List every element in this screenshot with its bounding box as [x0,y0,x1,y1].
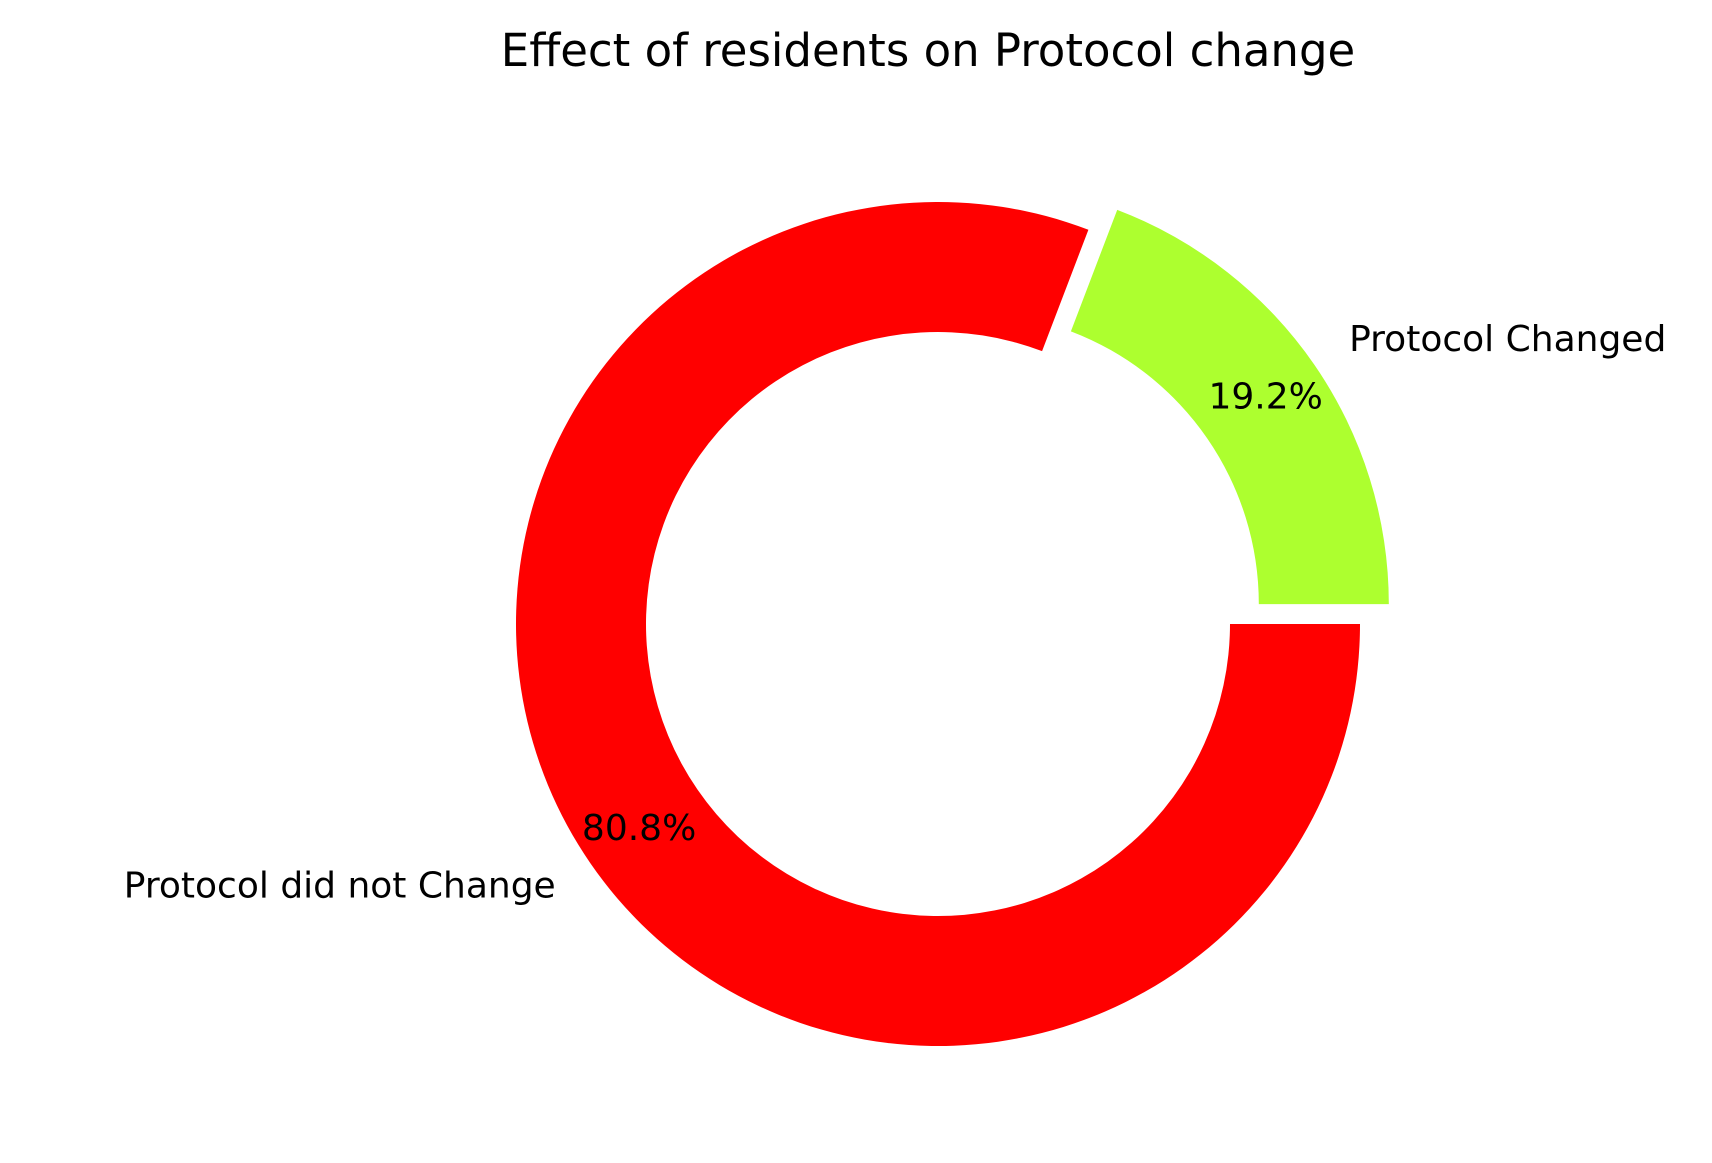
slice-percent-2: 80.8% [582,808,696,849]
donut-slices [516,202,1389,1047]
slice-labels: Protocol Changed 19.2% Protocol did not Ch… [124,319,1667,907]
slice-percent-1: 19.2% [1209,376,1323,417]
slice-label-1: Protocol Changed [1349,319,1666,360]
donut-slice-2 [516,202,1360,1047]
chart-title: Effect of residents on Protocol change [501,24,1355,77]
donut-slice-1 [1070,209,1389,605]
slice-label-2: Protocol did not Change [124,865,556,906]
